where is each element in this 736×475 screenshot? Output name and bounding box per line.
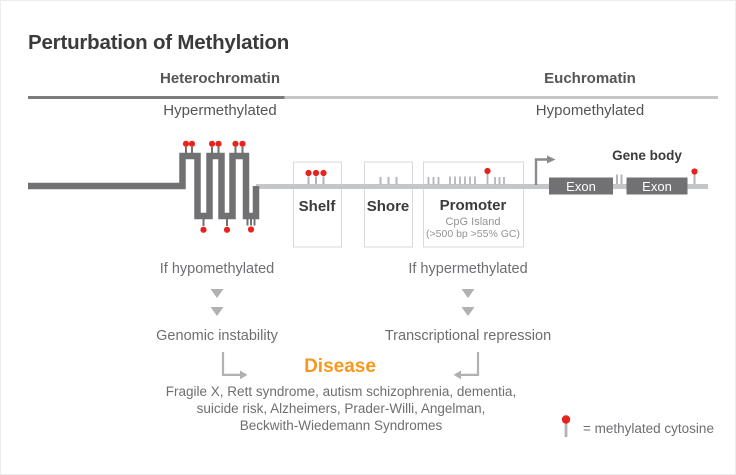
right-elbow-arrow-icon xyxy=(461,352,480,376)
shelf-box xyxy=(293,161,342,248)
divider-euchromatin-segment xyxy=(284,96,718,99)
page-title: Perturbation of Methylation xyxy=(28,31,290,54)
legend-label: = methylated cytosine xyxy=(583,421,714,436)
exon1-label: Exon xyxy=(566,179,596,194)
euchromatin-dna-line xyxy=(256,184,708,189)
fiber-top-methylated-cytosine-icons xyxy=(182,140,246,147)
shore-label: Shore xyxy=(366,198,410,215)
exon2-label: Exon xyxy=(642,179,672,194)
promoter-cpg-tick-icons xyxy=(427,174,505,185)
flow-left-condition: If hypomethylated xyxy=(159,261,275,277)
shelf-methylated-cytosine-icons xyxy=(305,169,327,177)
promoter-methylated-cytosine-icon xyxy=(484,167,491,175)
promoter-sub1: CpG Island xyxy=(445,216,501,228)
legend-methylation-stem xyxy=(564,423,568,437)
promoter-label: Promoter xyxy=(439,197,507,214)
fiber-bottom-methylation-group xyxy=(202,219,256,226)
flow-left-down-arrow-icons xyxy=(210,289,224,316)
left-elbow-arrowhead-icon xyxy=(240,370,248,380)
disease-list-line1: Fragile X, Rett syndrome, autism schizop… xyxy=(165,384,517,399)
disease-list-line2: suicide risk, Alzheimers, Prader-Willi, … xyxy=(196,401,486,416)
flow-right-down-arrow-icons xyxy=(461,289,475,316)
flow-right-condition: If hypermethylated xyxy=(408,261,528,277)
flow-right-outcome: Transcriptional repression xyxy=(384,328,552,344)
left-elbow-arrow-icon xyxy=(221,352,240,376)
shore-box xyxy=(364,161,413,248)
heterochromatin-fiber xyxy=(28,152,260,220)
gene-body-label: Gene body xyxy=(612,148,682,163)
disease-title: Disease xyxy=(304,356,376,377)
exon2-box xyxy=(626,177,688,195)
shore-cpg-tick-icons xyxy=(379,177,398,185)
state-hypomethylated: Hypomethylated xyxy=(535,102,645,119)
heading-heterochromatin: Heterochromatin xyxy=(159,70,281,87)
gene-end-methylated-cytosine-icon xyxy=(691,168,698,175)
disease-list-line3: Beckwith-Wiedemann Syndromes xyxy=(239,418,443,433)
transcription-start-arrowhead-icon xyxy=(547,155,556,164)
disease-list: Fragile X, Rett syndrome, autism schizop… xyxy=(166,383,516,434)
intron-cpg-tick-icons xyxy=(616,174,623,184)
exon1-box xyxy=(549,177,613,195)
state-hypermethylated: Hypermethylated xyxy=(163,102,277,119)
shelf-methylation-stems xyxy=(307,176,325,184)
fiber-bottom-methylated-cytosine-icons xyxy=(200,226,255,233)
transcription-start-arrow xyxy=(534,158,547,185)
shelf-label: Shelf xyxy=(298,198,336,215)
legend-methylated-cytosine-icon xyxy=(561,415,571,424)
promoter-sub2: (>500 bp >55% GC) xyxy=(426,228,520,240)
right-elbow-arrowhead-icon xyxy=(453,370,461,380)
flow-left-outcome: Genomic instability xyxy=(156,328,278,344)
promoter-box xyxy=(423,161,524,248)
divider-heterochromatin-segment xyxy=(28,96,285,99)
heading-euchromatin: Euchromatin xyxy=(544,70,636,87)
fiber-top-methylation-group xyxy=(185,147,244,153)
